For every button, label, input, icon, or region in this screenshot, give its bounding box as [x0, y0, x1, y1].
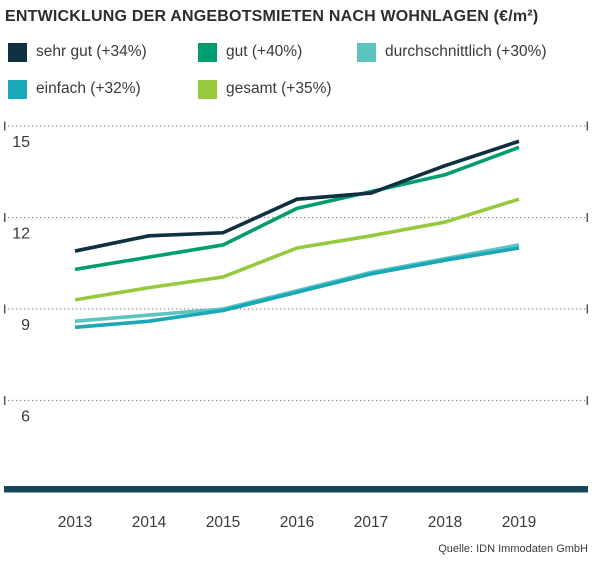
legend-label-sehr-gut: sehr gut (+34%) [36, 43, 147, 60]
page-title: ENTWICKLUNG DER ANGEBOTSMIETEN NACH WOHN… [5, 8, 539, 25]
svg-text:15: 15 [12, 134, 30, 151]
legend-label-einfach: einfach (+32%) [36, 80, 141, 97]
legend-label-gut: gut (+40%) [226, 43, 303, 60]
svg-text:12: 12 [12, 226, 30, 243]
svg-text:2019: 2019 [502, 514, 536, 531]
legend-item-sehr-gut: sehr gut (+34%) [8, 42, 147, 62]
svg-text:2018: 2018 [428, 514, 462, 531]
legend-item-gut: gut (+40%) [198, 42, 302, 62]
legend-label-gesamt: gesamt (+35%) [226, 80, 332, 97]
svg-text:2014: 2014 [132, 514, 167, 531]
legend-swatch-gut [198, 42, 217, 62]
svg-text:2013: 2013 [58, 514, 92, 531]
legend-item-gesamt: gesamt (+35%) [198, 79, 332, 99]
legend-item-einfach: einfach (+32%) [8, 79, 141, 99]
svg-text:2017: 2017 [354, 514, 388, 531]
legend-item-durchschnittlich: durchschnittlich (+30%) [357, 42, 547, 62]
legend-swatch-einfach [8, 79, 27, 99]
legend-swatch-gesamt [198, 79, 217, 99]
svg-text:6: 6 [21, 409, 30, 426]
legend-label-durchschnittlich: durchschnittlich (+30%) [385, 43, 547, 60]
source-caption: Quelle: IDN Immodaten GmbH [438, 543, 588, 555]
legend-swatch-durchschnittlich [357, 42, 376, 62]
legend-swatch-sehr-gut [8, 42, 27, 62]
svg-text:2015: 2015 [206, 514, 240, 531]
svg-text:9: 9 [21, 317, 30, 334]
svg-text:2016: 2016 [280, 514, 314, 531]
